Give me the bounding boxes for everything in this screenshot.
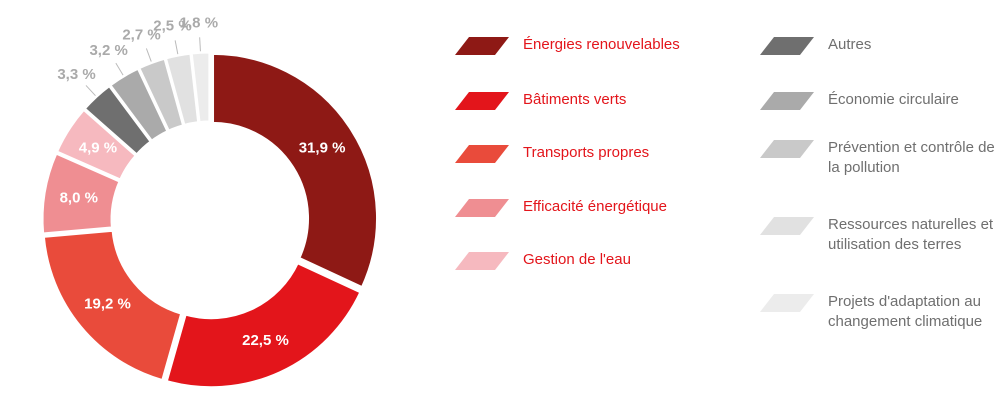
legend-swatch bbox=[760, 92, 814, 110]
legend-swatch bbox=[455, 199, 509, 217]
swatch bbox=[760, 294, 814, 312]
legend-swatch bbox=[760, 37, 814, 55]
legend-label: Gestion de l'eau bbox=[523, 251, 631, 268]
legend-item: Efficacité énergétique bbox=[455, 197, 691, 217]
slice bbox=[189, 50, 212, 125]
slice bbox=[41, 228, 184, 383]
value-label: 2,7 % bbox=[122, 26, 160, 43]
legend-swatch bbox=[760, 294, 814, 312]
legend-item: Prévention et contrôle de la pollution bbox=[760, 138, 996, 178]
slice bbox=[211, 51, 379, 290]
legend-label: Efficacité énergétique bbox=[523, 198, 667, 215]
swatch bbox=[455, 37, 509, 55]
legend-label: Autres bbox=[828, 36, 872, 53]
swatch bbox=[760, 37, 814, 55]
chart: 31,9 %22,5 %19,2 %8,0 %4,9 %3,3 %3,2 %2,… bbox=[40, 14, 379, 390]
value-label: 2,5 % bbox=[153, 18, 191, 35]
legend-swatch bbox=[455, 252, 509, 270]
legend-item: Autres bbox=[760, 35, 996, 55]
value-label: 31,9 % bbox=[299, 139, 346, 156]
legend-label: Bâtiments verts bbox=[523, 91, 627, 108]
value-label: 1,8 % bbox=[180, 14, 218, 31]
swatch bbox=[760, 92, 814, 110]
legend-item: Ressources naturelles et utilisation des… bbox=[760, 215, 996, 255]
legend-item: Projets d'adaptation au changement clima… bbox=[760, 292, 996, 332]
swatch bbox=[455, 199, 509, 217]
legend-swatch bbox=[760, 217, 814, 235]
leader-line bbox=[174, 40, 179, 55]
legend-swatch bbox=[455, 145, 509, 163]
legend-item: Transports propres bbox=[455, 143, 691, 163]
swatch bbox=[760, 140, 814, 158]
swatch bbox=[455, 92, 509, 110]
value-label: 4,9 % bbox=[79, 139, 117, 156]
value-label: 3,2 % bbox=[89, 42, 127, 59]
leader-line bbox=[85, 85, 96, 97]
value-label: 19,2 % bbox=[84, 296, 131, 313]
legend-swatch bbox=[760, 140, 814, 158]
value-label: 3,3 % bbox=[57, 66, 95, 83]
legend-swatch bbox=[455, 92, 509, 110]
legend-label: Ressources naturelles et utilisation des… bbox=[828, 216, 994, 253]
swatch bbox=[455, 145, 509, 163]
legend-swatch bbox=[455, 37, 509, 55]
leader-line bbox=[115, 62, 124, 76]
value-label: 22,5 % bbox=[242, 332, 289, 349]
legend-item: Énergies renouvelables bbox=[455, 35, 691, 55]
legend-item: Gestion de l'eau bbox=[455, 250, 691, 270]
legend-label: Prévention et contrôle de la pollution bbox=[828, 139, 995, 176]
leader-line bbox=[199, 37, 201, 52]
legend-label: Économie circulaire bbox=[828, 91, 959, 108]
legend-item: Économie circulaire bbox=[760, 90, 996, 110]
value-label: 8,0 % bbox=[60, 189, 98, 206]
slice bbox=[164, 260, 363, 390]
swatch bbox=[760, 217, 814, 235]
legend-label: Énergies renouvelables bbox=[523, 36, 680, 53]
legend-item: Bâtiments verts bbox=[455, 90, 691, 110]
legend-label: Projets d'adaptation au changement clima… bbox=[828, 293, 983, 330]
legend-label: Transports propres bbox=[523, 144, 650, 161]
leader-line bbox=[145, 48, 152, 62]
swatch bbox=[455, 252, 509, 270]
